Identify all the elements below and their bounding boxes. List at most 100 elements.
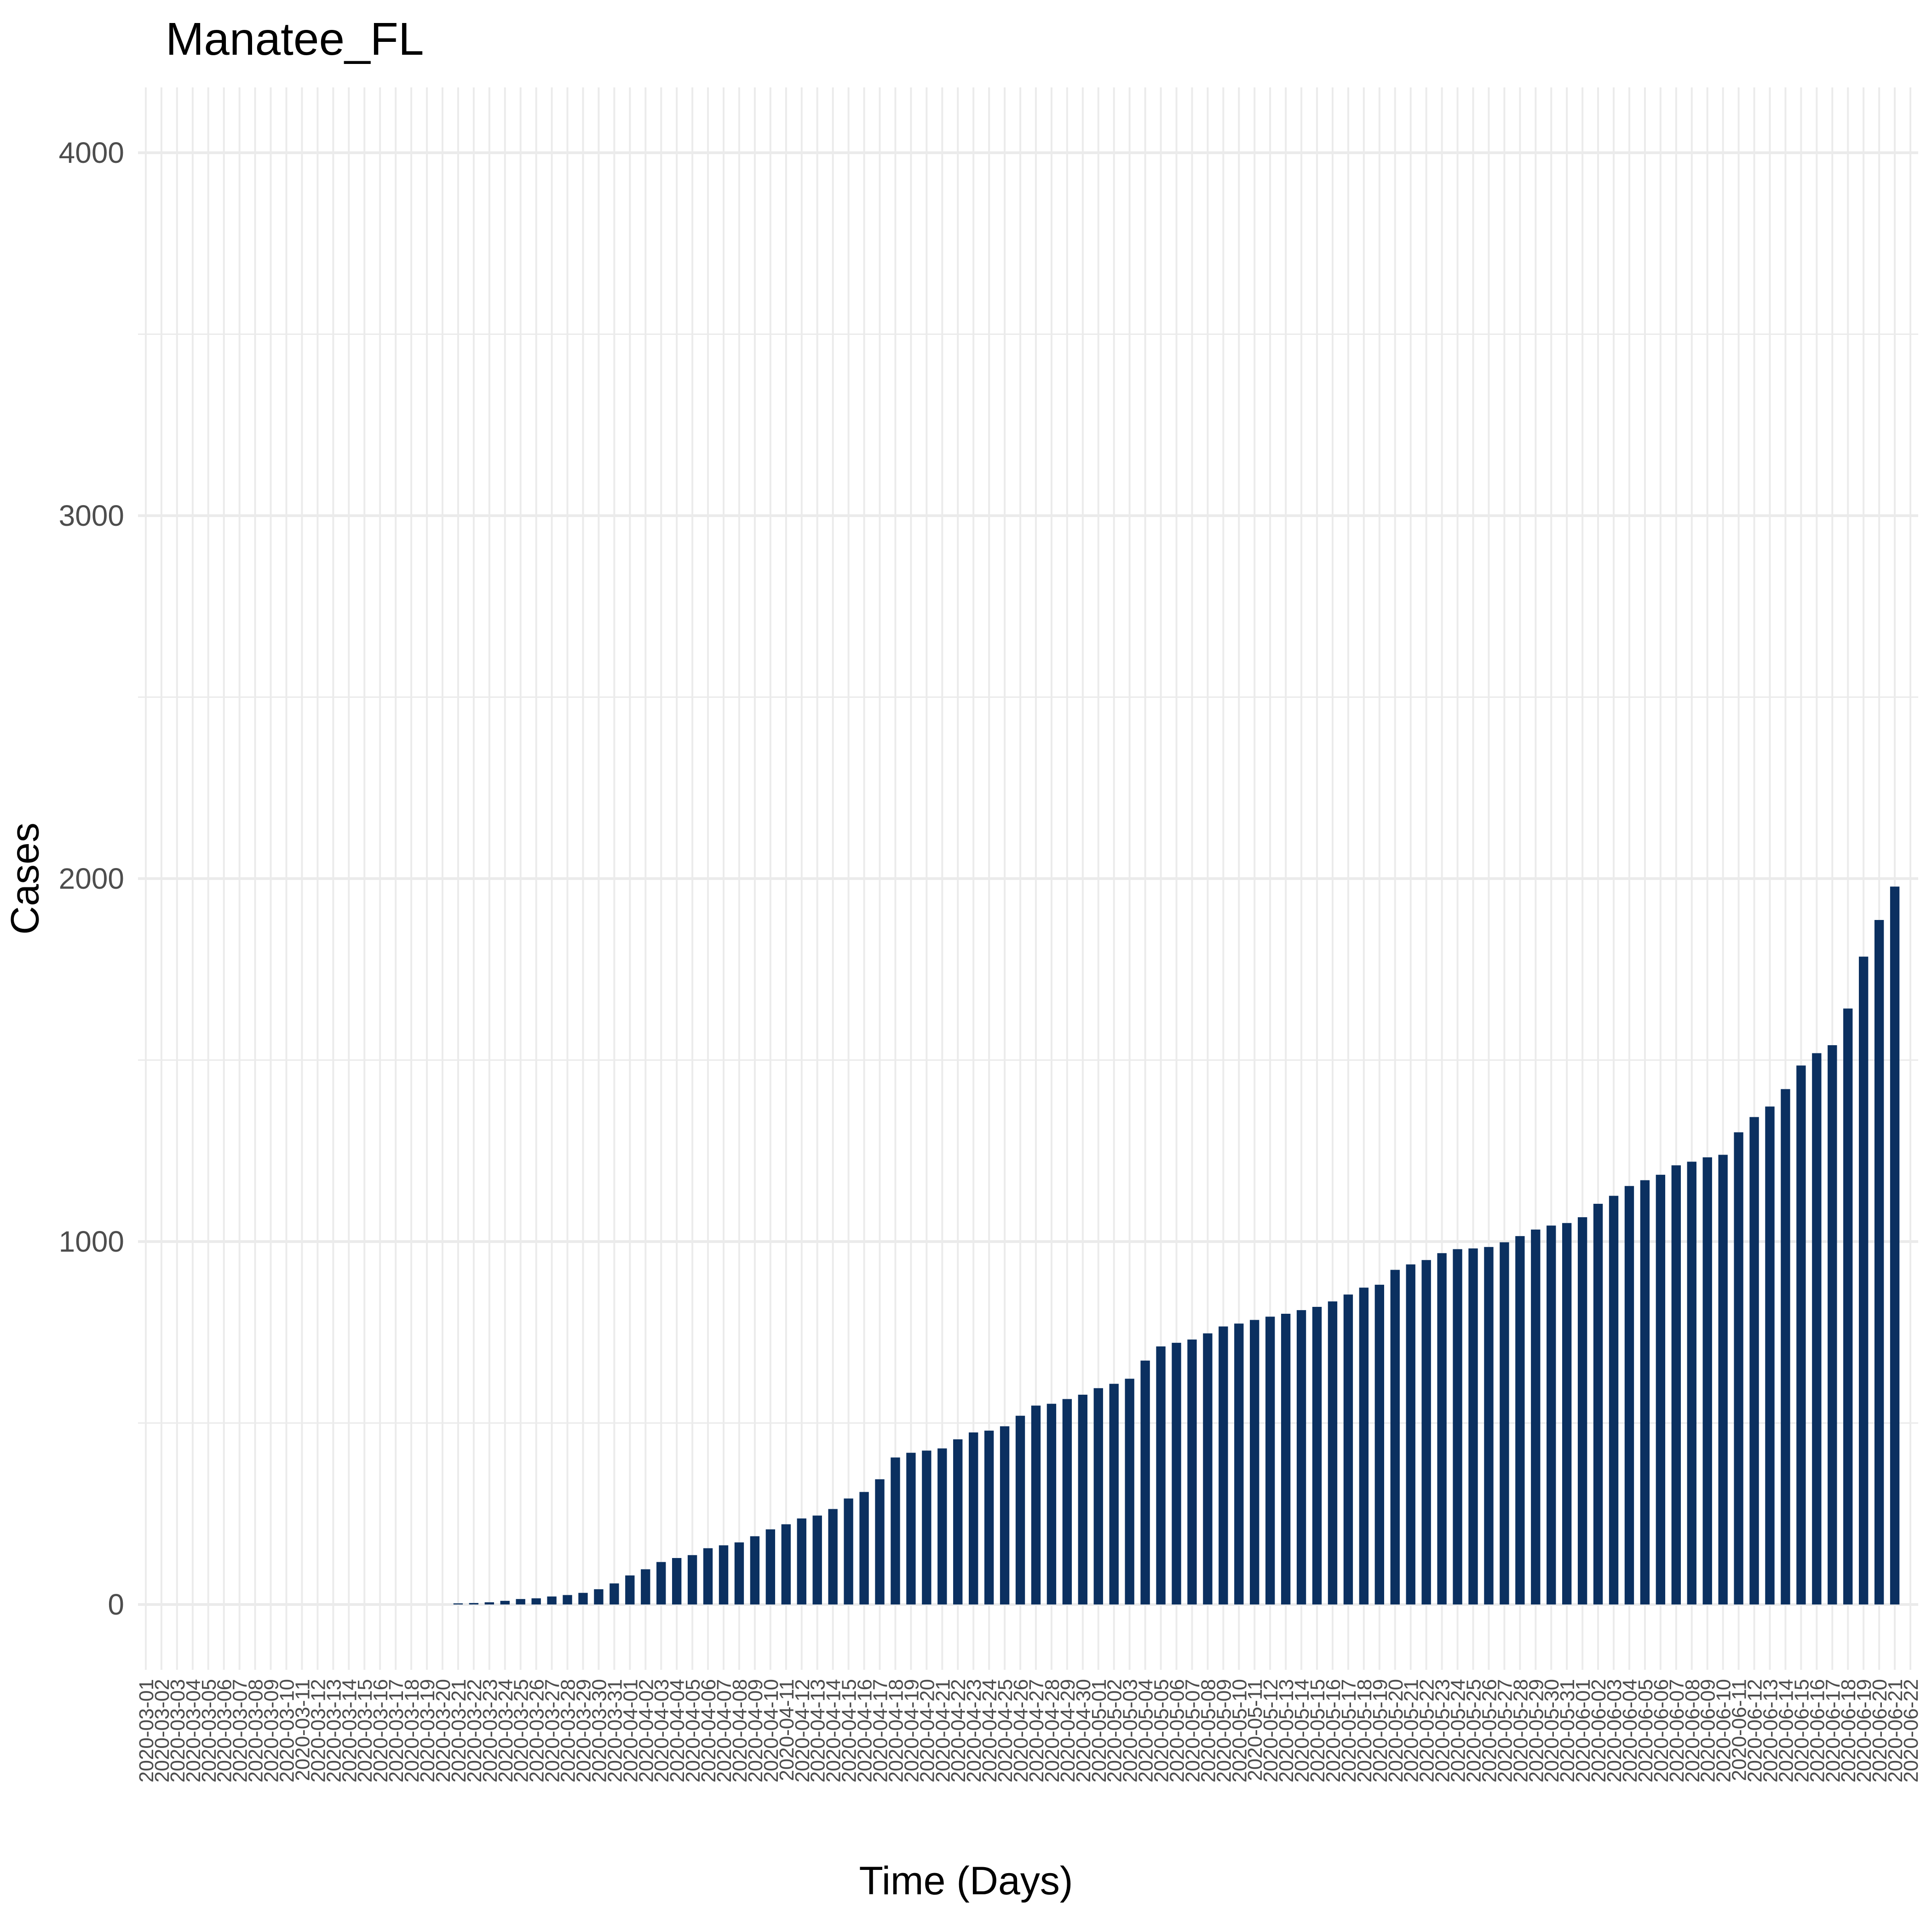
bar <box>1125 1379 1134 1604</box>
x-tick-label: 2020-05-28 <box>1509 1679 1532 1782</box>
x-tick-label: 2020-03-04 <box>182 1679 205 1782</box>
bar <box>891 1457 900 1604</box>
bar <box>1547 1225 1556 1604</box>
bar <box>1484 1247 1494 1604</box>
bar <box>765 1529 776 1604</box>
bar <box>578 1593 588 1604</box>
x-tick-label: 2020-06-20 <box>1869 1679 1891 1782</box>
bar <box>750 1536 760 1604</box>
x-tick-label: 2020-05-27 <box>1494 1679 1516 1782</box>
bar <box>484 1602 494 1604</box>
x-tick-label: 2020-03-02 <box>151 1679 173 1782</box>
x-tick-label: 2020-03-13 <box>322 1679 345 1782</box>
x-tick-label: 2020-03-14 <box>338 1679 361 1782</box>
y-tick-label: 3000 <box>59 499 124 532</box>
x-tick-label: 2020-05-23 <box>1432 1679 1454 1782</box>
x-tick-label: 2020-05-13 <box>1275 1679 1298 1782</box>
x-tick-label: 2020-06-02 <box>1587 1679 1610 1782</box>
bar <box>500 1601 510 1604</box>
bar <box>1359 1288 1369 1604</box>
bar <box>1828 1045 1837 1604</box>
x-tick-label: 2020-05-31 <box>1556 1679 1579 1782</box>
x-tick-label: 2020-05-04 <box>1135 1679 1157 1782</box>
bar <box>625 1575 635 1604</box>
bar <box>1890 886 1900 1604</box>
x-tick-label: 2020-05-25 <box>1463 1679 1485 1782</box>
x-tick-label: 2020-05-17 <box>1338 1679 1360 1782</box>
x-tick-label: 2020-03-26 <box>526 1679 548 1782</box>
x-tick-label: 2020-06-19 <box>1853 1679 1875 1782</box>
x-tick-label: 2020-05-29 <box>1525 1679 1547 1782</box>
x-tick-label: 2020-05-01 <box>1088 1679 1110 1782</box>
x-tick-label: 2020-05-30 <box>1541 1679 1563 1782</box>
bar <box>906 1453 916 1604</box>
x-tick-label: 2020-04-26 <box>1010 1679 1032 1782</box>
x-tick-label: 2020-06-11 <box>1728 1679 1751 1781</box>
bar <box>922 1450 932 1604</box>
bar <box>1453 1249 1462 1604</box>
bar <box>1812 1053 1822 1604</box>
bar <box>1421 1260 1431 1604</box>
x-tick-label: 2020-03-21 <box>448 1679 470 1782</box>
bar <box>1046 1403 1057 1604</box>
x-tick-label: 2020-03-03 <box>167 1679 189 1782</box>
bar <box>516 1599 525 1604</box>
bar <box>469 1603 479 1604</box>
x-tick-label: 2020-04-03 <box>650 1679 673 1782</box>
x-tick-label: 2020-04-13 <box>807 1679 829 1782</box>
x-tick-label: 2020-06-21 <box>1884 1679 1907 1782</box>
x-tick-label: 2020-03-10 <box>276 1679 299 1782</box>
bar <box>1437 1253 1447 1604</box>
x-tick-label: 2020-05-02 <box>1104 1679 1126 1782</box>
x-tick-label: 2020-04-11 <box>776 1679 798 1781</box>
bar <box>563 1595 572 1604</box>
x-tick-label: 2020-06-12 <box>1744 1679 1766 1782</box>
bar <box>859 1492 869 1604</box>
x-tick-label: 2020-04-14 <box>822 1679 845 1782</box>
bar <box>812 1515 822 1604</box>
bar <box>1562 1223 1572 1604</box>
x-tick-label: 2020-03-11 <box>291 1679 314 1781</box>
x-tick-label: 2020-03-30 <box>588 1679 610 1782</box>
x-tick-label: 2020-04-06 <box>697 1679 720 1782</box>
y-tick-label: 0 <box>108 1588 124 1621</box>
x-tick-label: 2020-05-08 <box>1197 1679 1219 1782</box>
x-tick-label: 2020-06-08 <box>1681 1679 1704 1782</box>
bar <box>672 1558 682 1604</box>
x-tick-label: 2020-04-24 <box>978 1679 1001 1782</box>
bar <box>1687 1162 1696 1604</box>
x-tick-label: 2020-06-03 <box>1603 1679 1626 1782</box>
bar <box>610 1583 619 1604</box>
x-tick-label: 2020-05-24 <box>1447 1679 1470 1782</box>
bar <box>594 1589 604 1604</box>
x-tick-label: 2020-04-10 <box>760 1679 782 1782</box>
x-tick-label: 2020-04-21 <box>932 1679 954 1782</box>
x-tick-label: 2020-03-27 <box>541 1679 564 1782</box>
x-tick-label: 2020-05-09 <box>1213 1679 1235 1782</box>
bar <box>1796 1065 1806 1604</box>
x-tick-label: 2020-06-16 <box>1806 1679 1828 1782</box>
x-tick-label: 2020-06-06 <box>1650 1679 1673 1782</box>
bar <box>1531 1229 1541 1604</box>
bar <box>1702 1157 1712 1604</box>
x-tick-label: 2020-04-22 <box>947 1679 970 1782</box>
bar <box>984 1431 994 1604</box>
x-tick-label: 2020-05-12 <box>1259 1679 1282 1782</box>
x-tick-label: 2020-06-07 <box>1666 1679 1688 1782</box>
bar <box>531 1598 541 1604</box>
x-tick-label: 2020-03-18 <box>401 1679 423 1782</box>
x-tick-label: 2020-03-24 <box>494 1679 517 1782</box>
x-tick-label: 2020-03-16 <box>369 1679 392 1782</box>
bar <box>1140 1360 1150 1604</box>
bar <box>1328 1301 1338 1604</box>
x-tick-label: 2020-06-04 <box>1619 1679 1641 1782</box>
bar <box>781 1524 791 1604</box>
bar <box>1296 1310 1306 1604</box>
x-tick-label: 2020-05-15 <box>1306 1679 1329 1782</box>
x-tick-label: 2020-03-22 <box>463 1679 486 1782</box>
x-tick-label: 2020-05-06 <box>1166 1679 1189 1782</box>
bar <box>1468 1248 1478 1604</box>
bar <box>641 1569 650 1604</box>
x-tick-label: 2020-03-09 <box>260 1679 283 1782</box>
